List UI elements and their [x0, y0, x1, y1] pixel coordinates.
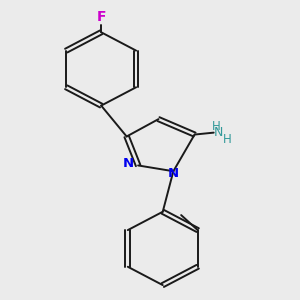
Text: H: H — [212, 120, 220, 133]
Text: H: H — [223, 133, 232, 146]
Text: N: N — [168, 167, 179, 180]
Text: F: F — [96, 10, 106, 24]
Text: N: N — [214, 126, 223, 139]
Text: N: N — [123, 157, 134, 170]
